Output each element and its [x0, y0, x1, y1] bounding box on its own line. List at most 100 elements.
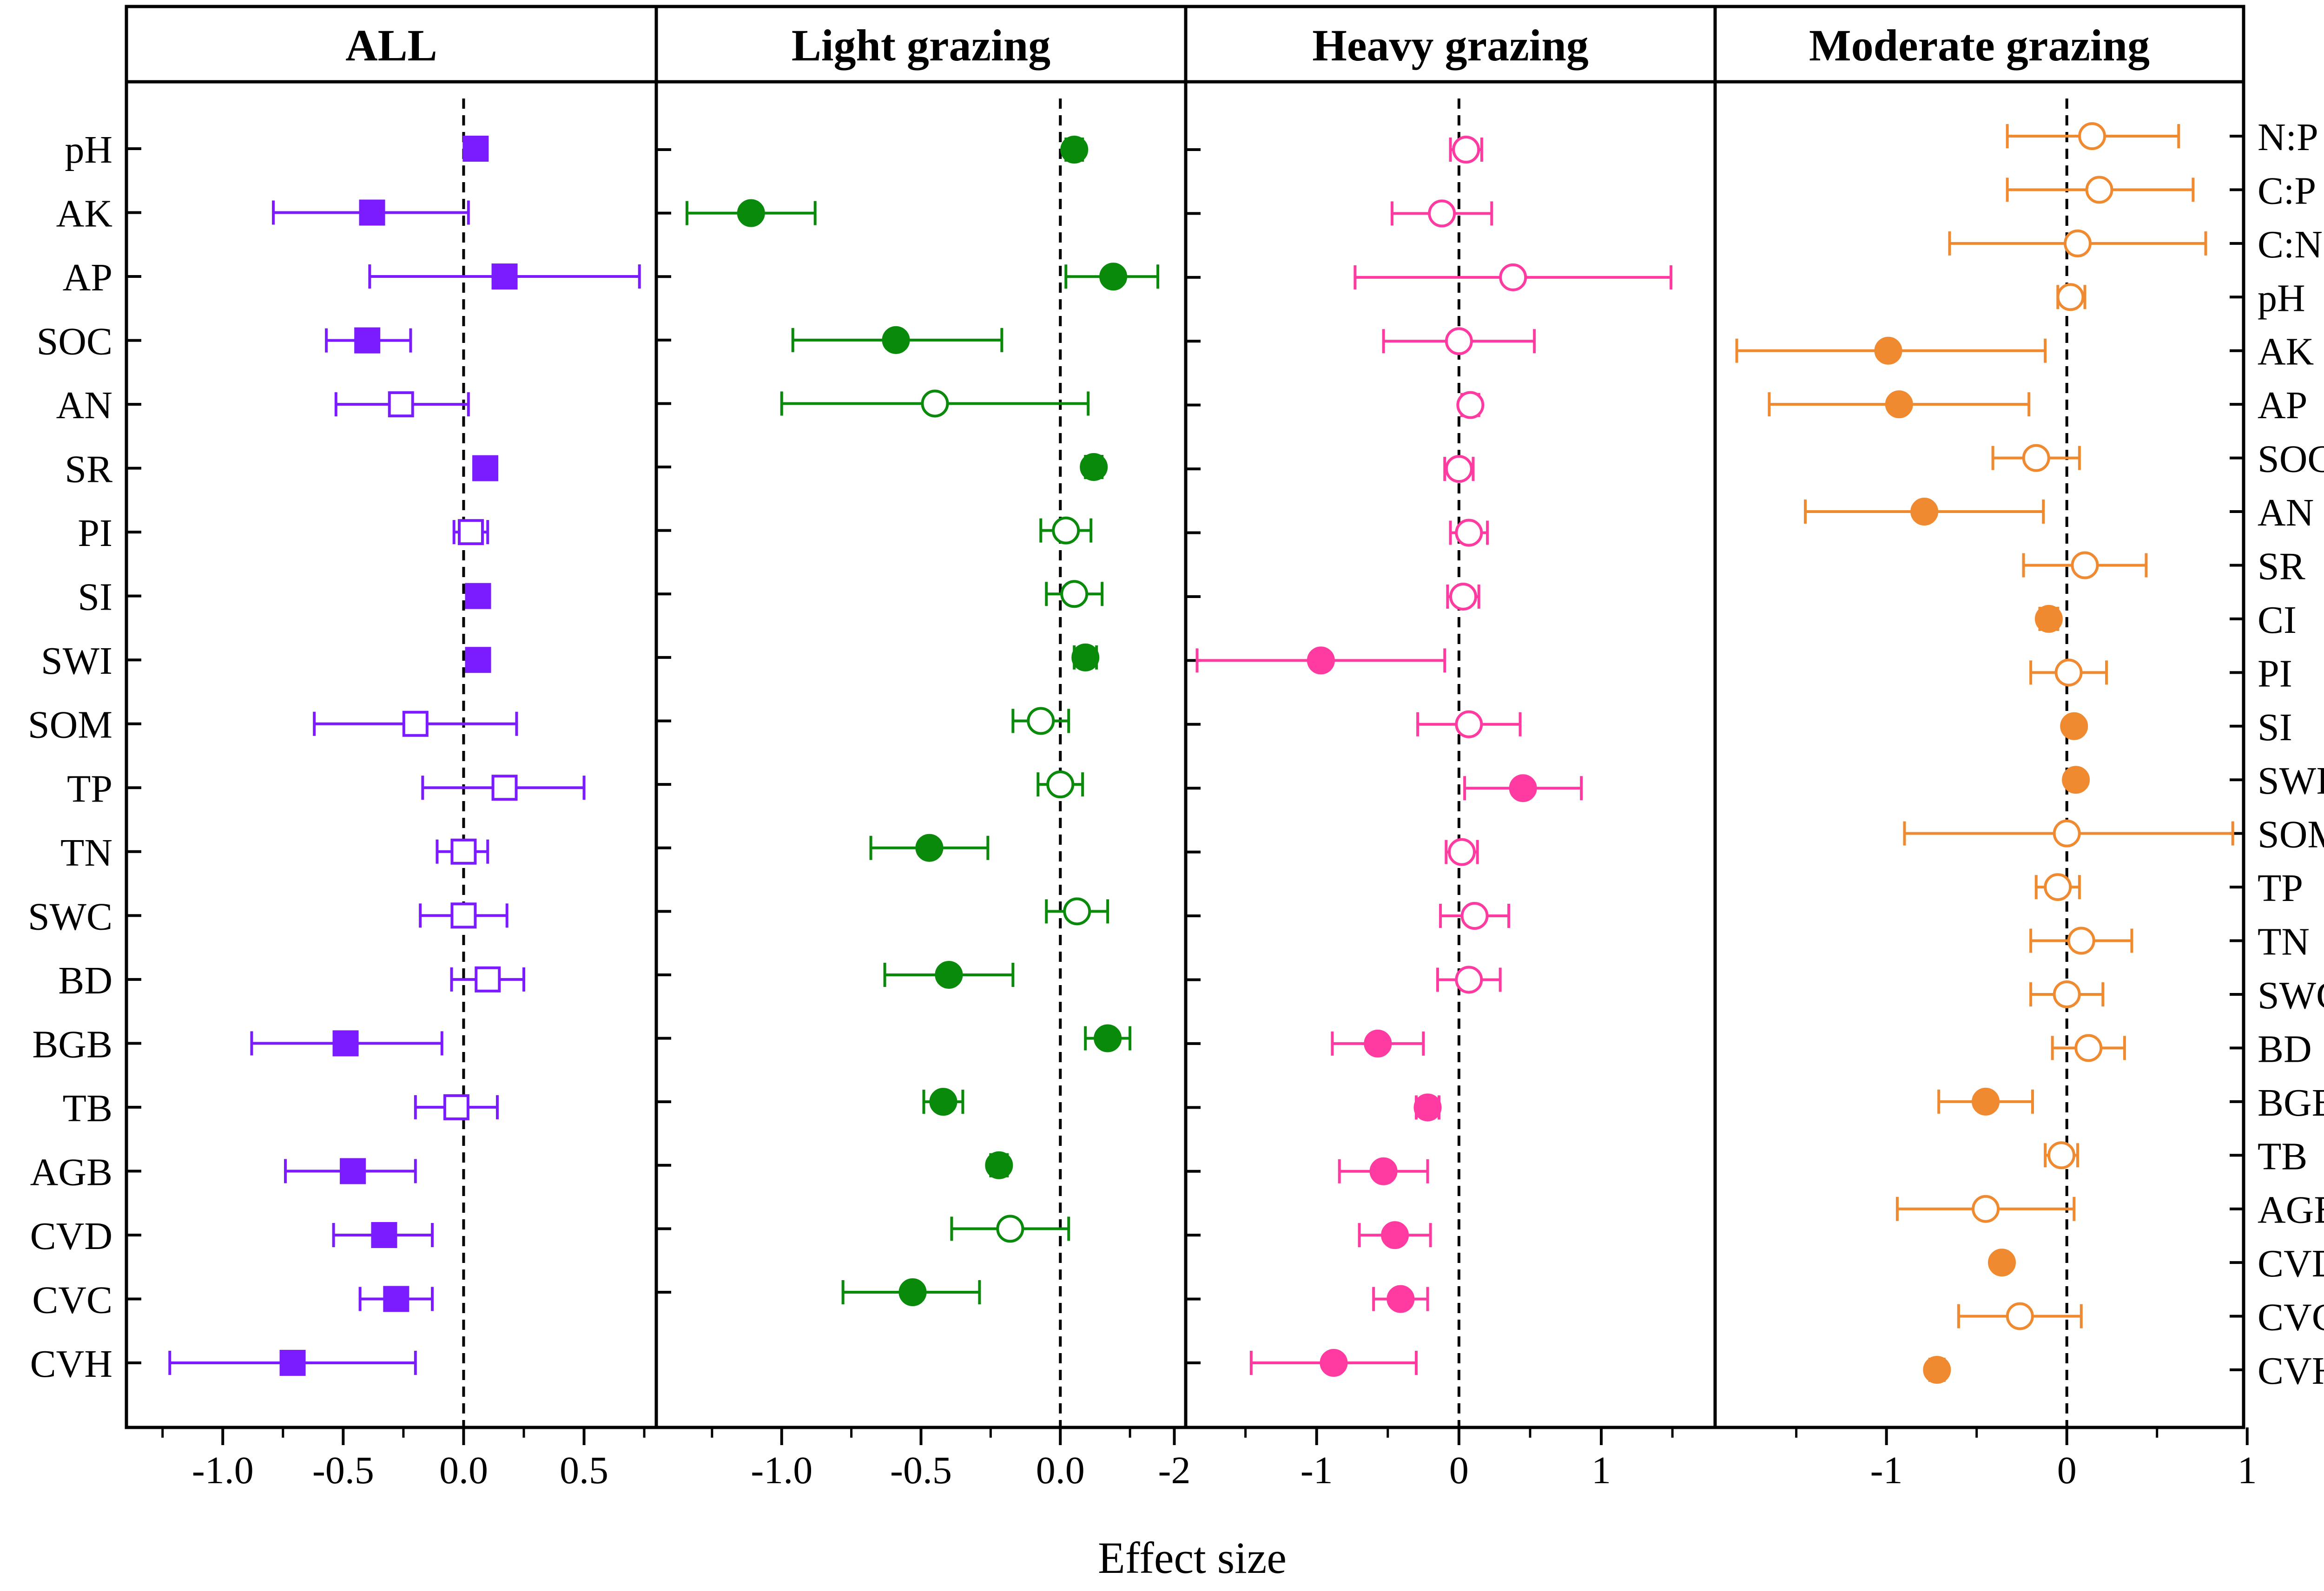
category-label: SWC [28, 895, 112, 938]
category-label: AP [63, 256, 112, 299]
effect-marker [1099, 263, 1128, 291]
effect-marker [1988, 1249, 2016, 1277]
effect-marker [2074, 1034, 2103, 1062]
effect-marker [465, 647, 491, 673]
x-tick-label: -0.5 [890, 1449, 952, 1492]
x-tick-label: 0.0 [439, 1449, 488, 1492]
category-label: PI [78, 512, 112, 555]
effect-marker [2062, 766, 2090, 794]
effect-marker [996, 1215, 1024, 1243]
panel-plot-box [1713, 80, 2245, 1429]
effect-marker [1445, 455, 1473, 483]
effect-marker [915, 834, 944, 862]
effect-marker [921, 389, 949, 418]
category-label: CI [2258, 598, 2297, 642]
x-tick-label: -1 [1301, 1449, 1333, 1492]
category-label: AGB [30, 1151, 112, 1194]
effect-marker [1307, 646, 1335, 675]
effect-marker [882, 326, 910, 354]
effect-marker [491, 775, 518, 801]
effect-marker [2060, 712, 2088, 740]
panel-light: Light grazing -1.0 -0.5 0.0 [654, 5, 1188, 1492]
effect-marker [1460, 902, 1489, 930]
x-tick-label: 0.5 [560, 1449, 608, 1492]
x-tick-label: -2 [1158, 1449, 1191, 1492]
category-label: TP [2258, 867, 2303, 910]
category-label: SWI [2258, 759, 2324, 802]
effect-marker [1094, 1024, 1122, 1052]
effect-marker [2006, 1302, 2034, 1330]
category-label: PI [2258, 652, 2292, 695]
panel-plot-box [1184, 80, 1717, 1429]
effect-marker [1027, 707, 1055, 735]
category-label: C:P [2258, 169, 2316, 212]
category-label: SOM [28, 703, 112, 747]
effect-marker [458, 519, 484, 546]
category-label: CVC [2258, 1296, 2324, 1339]
effect-marker [1455, 966, 1483, 994]
effect-marker [472, 455, 499, 481]
category-label: AK [56, 192, 112, 236]
category-label: TB [2258, 1135, 2307, 1178]
effect-marker [1874, 336, 1902, 365]
category-label: BD [58, 959, 112, 1002]
panels-group: ALL -1.0 -0.5 0.0 0.5 pH AK AP SOC AN SR PI SI SWI SOM… [28, 5, 2324, 1492]
effect-marker [491, 263, 518, 290]
category-label: AN [56, 384, 112, 427]
effect-marker [450, 838, 477, 865]
effect-marker [1052, 516, 1080, 545]
panel-title: ALL [345, 20, 437, 70]
effect-marker [1447, 838, 1476, 866]
category-label: SR [65, 448, 112, 491]
x-axis-label: Effect size [1098, 1533, 1287, 1583]
category-label: BGB [2258, 1081, 2324, 1124]
effect-marker [2053, 819, 2081, 848]
effect-marker [2053, 980, 2081, 1008]
effect-marker [1063, 897, 1091, 926]
category-label: SOC [2258, 438, 2324, 481]
effect-marker [1364, 1029, 1392, 1058]
category-label: AN [2258, 491, 2314, 534]
category-label: pH [2258, 276, 2305, 320]
effect-marker [475, 966, 501, 993]
category-label: TN [2258, 920, 2310, 964]
effect-marker [443, 1094, 469, 1120]
effect-marker [1455, 710, 1483, 738]
effect-marker [2056, 283, 2085, 311]
effect-marker [332, 1030, 359, 1057]
effect-marker [1972, 1195, 2000, 1223]
effect-marker [1910, 498, 1939, 526]
x-tick-label: -1.0 [192, 1449, 254, 1492]
x-tick-label: -1 [1870, 1449, 1903, 1492]
effect-marker [2022, 444, 2050, 472]
effect-marker [359, 199, 385, 226]
effect-marker [1046, 770, 1075, 799]
effect-marker [1452, 136, 1480, 164]
x-tick-label: 1 [1591, 1449, 1611, 1492]
effect-marker [1386, 1285, 1415, 1313]
effect-marker [2047, 1141, 2076, 1170]
effect-marker [737, 199, 765, 227]
category-label: CVH [2258, 1349, 2324, 1393]
effect-marker [402, 710, 429, 737]
category-label: CVC [32, 1278, 112, 1321]
effect-marker [371, 1222, 397, 1248]
effect-marker [2063, 229, 2092, 257]
category-label: SOC [37, 320, 112, 363]
effect-marker [462, 136, 489, 162]
x-tick-label: -0.5 [312, 1449, 374, 1492]
effect-marker [465, 583, 491, 609]
effect-marker [935, 960, 963, 989]
effect-marker [1509, 774, 1537, 802]
effect-marker [1381, 1221, 1409, 1249]
x-tick-label: 0.0 [1036, 1449, 1085, 1492]
category-label: TP [67, 767, 112, 810]
effect-marker [985, 1151, 1013, 1179]
panel-title: Light grazing [792, 20, 1050, 70]
category-label: CVD [2258, 1242, 2324, 1285]
effect-marker [2044, 873, 2072, 901]
effect-marker [2054, 658, 2083, 687]
effect-marker [1445, 327, 1473, 355]
effect-marker [898, 1278, 927, 1306]
